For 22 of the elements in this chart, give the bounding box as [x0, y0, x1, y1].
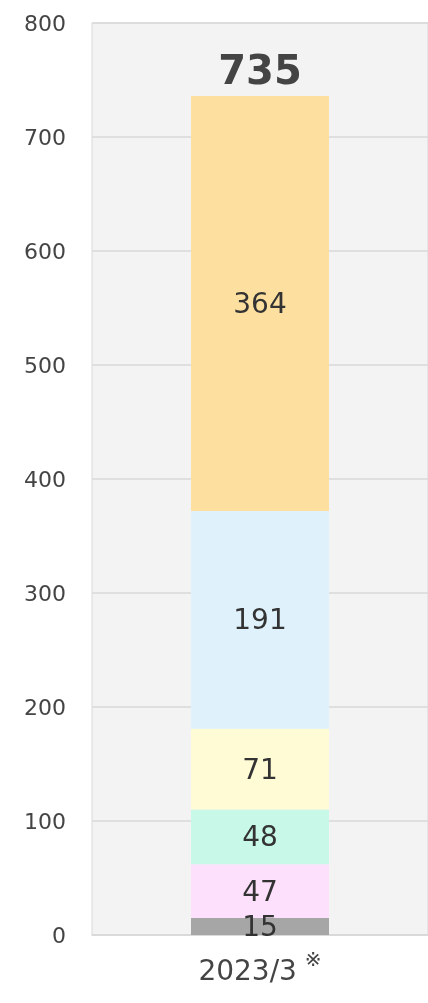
- bar: [191, 95, 329, 511]
- y-tick-label: 800: [24, 10, 66, 36]
- y-tick-label: 600: [24, 238, 66, 264]
- data-label: 71: [242, 752, 278, 786]
- x-tick-label: 2023/3※: [198, 947, 322, 987]
- data-label: 15: [242, 909, 278, 943]
- bar: [191, 809, 329, 865]
- data-label: 364: [233, 286, 287, 320]
- bar: [191, 728, 329, 810]
- y-tick-label: 500: [24, 352, 66, 378]
- bar: [191, 510, 329, 729]
- bar: [191, 917, 329, 935]
- y-tick-label: 100: [24, 808, 66, 834]
- y-tick-label: 700: [24, 124, 66, 150]
- data-label: 48: [242, 820, 278, 854]
- data-label: 191: [233, 603, 287, 637]
- data-label: 47: [242, 874, 278, 908]
- y-tick-label: 200: [24, 694, 66, 720]
- y-tick-label: 400: [24, 466, 66, 492]
- y-tick-label: 0: [52, 922, 66, 948]
- y-tick-label: 300: [24, 580, 66, 606]
- total-label: 735: [218, 46, 302, 93]
